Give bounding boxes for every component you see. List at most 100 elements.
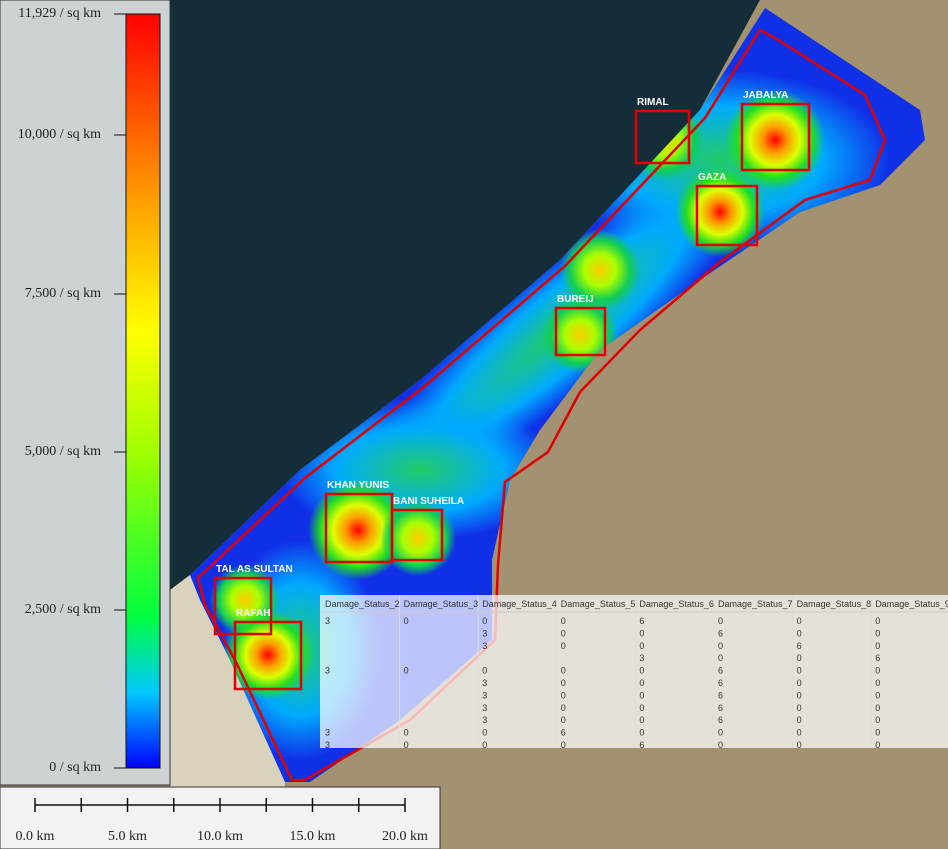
scale-label: 20.0 km	[382, 829, 428, 844]
table-header: Damage_Status_2	[325, 599, 400, 609]
table-cell: 0	[797, 703, 802, 713]
table-cell: 0	[639, 666, 644, 676]
table-cell: 0	[797, 740, 802, 750]
table-cell: 0	[639, 728, 644, 738]
table-cell: 0	[797, 628, 802, 638]
table-cell: 3	[325, 616, 330, 626]
boundary	[196, 28, 887, 782]
scale-label: 0.0 km	[16, 829, 55, 844]
scale-panel	[0, 786, 441, 849]
table-cell: 0	[797, 690, 802, 700]
place-box	[634, 109, 691, 165]
place-box	[390, 508, 444, 562]
legend-label: 5,000 / sq km	[25, 444, 101, 459]
legend-label: 10,000 / sq km	[18, 127, 101, 142]
table-cell: 3	[482, 690, 487, 700]
table-cell: 0	[404, 728, 409, 738]
table-cell: 0	[404, 666, 409, 676]
table-cell: 0	[482, 666, 487, 676]
table-cell: 0	[561, 740, 566, 750]
table-cell: 0	[718, 740, 723, 750]
table-cell: 0	[718, 653, 723, 663]
table-background	[320, 595, 948, 748]
table-cell: 6	[718, 628, 723, 638]
place-label: GAZA	[698, 172, 726, 183]
table-cell: 0	[404, 740, 409, 750]
table-cell: 0	[797, 678, 802, 688]
place-label: RIMAL	[637, 97, 669, 108]
coast	[170, 575, 285, 849]
table-cell: 0	[639, 703, 644, 713]
table-cell: 0	[875, 641, 880, 651]
place-box	[695, 184, 759, 247]
place-box	[740, 102, 811, 172]
table-cell: 0	[561, 703, 566, 713]
table-cell: 6	[639, 616, 644, 626]
table-cell: 0	[404, 616, 409, 626]
table-cell: 0	[639, 678, 644, 688]
heat-blob	[308, 480, 408, 580]
legend-label: 7,500 / sq km	[25, 286, 101, 301]
heat-blob	[223, 610, 313, 700]
place-box	[213, 576, 273, 636]
table-cell: 0	[561, 641, 566, 651]
table-cell: 3	[325, 728, 330, 738]
table-cell: 3	[482, 678, 487, 688]
table-cell: 0	[718, 728, 723, 738]
table-header: Damage_Status_6	[639, 599, 714, 609]
table-cell: 0	[875, 740, 880, 750]
table-cell: 6	[797, 641, 802, 651]
table-cell: 6	[561, 728, 566, 738]
table-cell: 0	[639, 690, 644, 700]
table-cell: 3	[639, 653, 644, 663]
scale-label: 5.0 km	[108, 829, 147, 844]
place-label: RAFAH	[236, 608, 270, 619]
table-cell: 0	[482, 616, 487, 626]
table-cell: 0	[797, 653, 802, 663]
table-cell: 0	[797, 616, 802, 626]
table-cell: 0	[639, 641, 644, 651]
table-cell: 0	[875, 666, 880, 676]
legend-label: 11,929 / sq km	[18, 6, 101, 21]
table-cell: 0	[718, 641, 723, 651]
attribute-table: Damage_Status_2 Damage_Status_3 Damage_Sta…	[320, 595, 948, 750]
table-cell: 0	[875, 616, 880, 626]
table-cell: 6	[639, 740, 644, 750]
place-label: BUREIJ	[557, 294, 594, 305]
scale-label: 10.0 km	[197, 829, 243, 844]
table-cell: 0	[797, 728, 802, 738]
legend-label: 0 / sq km	[49, 760, 101, 775]
table-cell: 0	[561, 666, 566, 676]
table-cell: 3	[482, 641, 487, 651]
table-cell: 6	[718, 703, 723, 713]
table-cell: 0	[875, 690, 880, 700]
table-header: Damage_Status_9	[875, 599, 948, 609]
table-cell: 0	[561, 628, 566, 638]
table-cell: 3	[325, 740, 330, 750]
table-cell: 0	[875, 678, 880, 688]
table-cell: 0	[482, 740, 487, 750]
table-cell: 0	[875, 728, 880, 738]
place-label: TAL AS SULTAN	[216, 564, 293, 575]
heat-blob	[380, 500, 456, 576]
place-label: BANI SUHEILA	[393, 496, 464, 507]
table-cell: 0	[561, 715, 566, 725]
scale-label: 15.0 km	[290, 829, 336, 844]
table-cell: 0	[639, 715, 644, 725]
table-cell: 3	[482, 628, 487, 638]
table-cell: 6	[718, 715, 723, 725]
table-cell: 0	[875, 715, 880, 725]
legend-labels: 11,929 / sq km 10,000 / sq km 7,500 / sq k…	[18, 6, 126, 775]
table-cell: 0	[718, 616, 723, 626]
scale-bar: 0.0 km 5.0 km 10.0 km 15.0 km 20.0 km	[16, 798, 428, 844]
table-cell: 0	[797, 715, 802, 725]
place-boxes: RIMAL JABALYA GAZA BUREIJ KHAN YUNIS BANI SUH…	[213, 90, 811, 691]
place-label: JABALYA	[743, 90, 788, 101]
table-cell: 3	[325, 666, 330, 676]
table-cell: 3	[482, 715, 487, 725]
table-header: Damage_Status_5	[561, 599, 636, 609]
table-header: Damage_Status_8	[797, 599, 872, 609]
table-header: Damage_Status_3	[404, 599, 479, 609]
table-cell: 0	[875, 703, 880, 713]
